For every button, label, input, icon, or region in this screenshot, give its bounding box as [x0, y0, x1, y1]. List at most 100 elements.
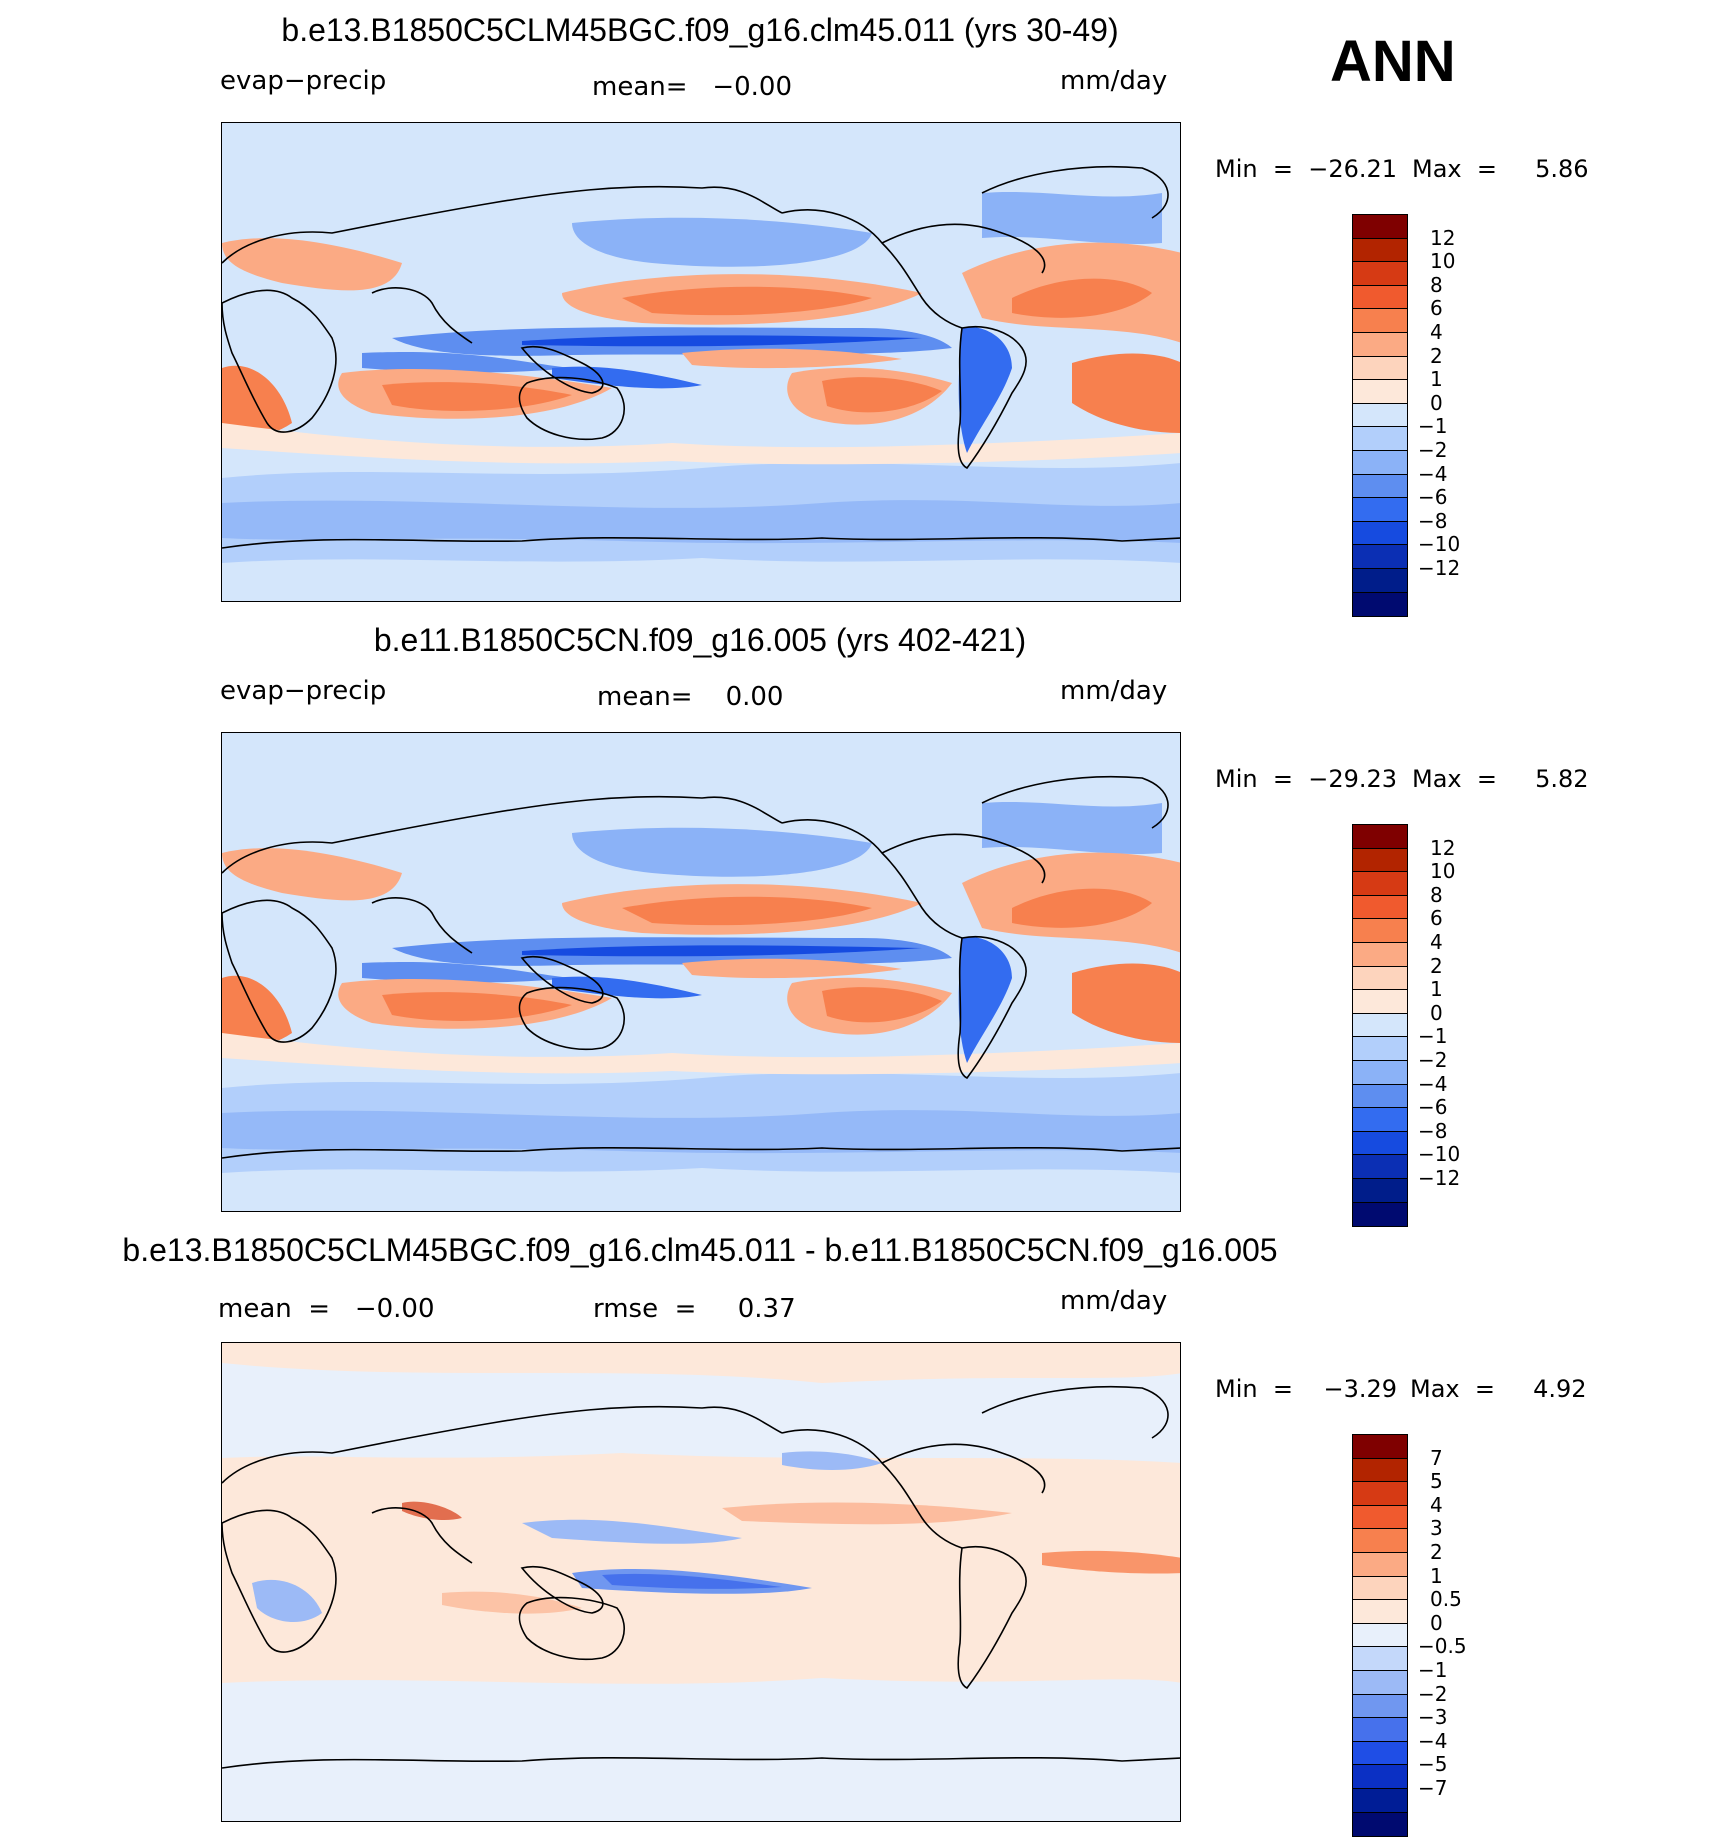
colorbar-tick-label: 7	[1430, 1445, 1443, 1470]
colorbar-swatch	[1353, 1178, 1407, 1203]
colorbar-swatch	[1353, 1458, 1407, 1483]
colorbar-tick-label: −3	[1418, 1705, 1448, 1730]
colorbar-tick-label: −7	[1418, 1776, 1448, 1800]
max-value: Max = 4.92	[1410, 1375, 1587, 1403]
colorbar-swatch	[1353, 568, 1407, 593]
colorbar-tick-label: −2	[1418, 1681, 1448, 1706]
colorbar-swatch	[1353, 1013, 1407, 1038]
mean-label: mean= 0.00	[597, 682, 784, 712]
colorbar-swatch	[1353, 1741, 1407, 1766]
colorbar-tick-label: 4	[1430, 1492, 1443, 1517]
colorbar-swatch	[1353, 521, 1407, 546]
colorbar-tick-label: −4	[1418, 1071, 1448, 1096]
colorbar-tick-label: −6	[1418, 485, 1448, 510]
colorbar-swatch	[1353, 1576, 1407, 1601]
colorbar-swatch	[1353, 498, 1407, 522]
colorbar-swatch	[1353, 966, 1407, 991]
colorbar-swatch	[1353, 1202, 1407, 1227]
colorbar-tick-label: −1	[1418, 1658, 1448, 1682]
rmse-label: rmse = 0.37	[593, 1294, 796, 1324]
colorbar-swatch	[1353, 919, 1407, 943]
colorbar-swatch	[1353, 1435, 1407, 1459]
colorbar-tick-label: 6	[1430, 906, 1443, 931]
colorbar-swatch	[1353, 1037, 1407, 1061]
colorbar-tick-label: 0.5	[1430, 1587, 1462, 1612]
panel-title: b.e13.B1850C5CLM45BGC.f09_g16.clm45.011 …	[281, 12, 1119, 48]
mean-label: mean = −0.00	[218, 1294, 435, 1324]
map-panel	[221, 122, 1181, 602]
colorbar-swatch	[1353, 1647, 1407, 1671]
colorbar-swatch	[1353, 1482, 1407, 1506]
colorbar-tick-label: 10	[1430, 859, 1456, 884]
colorbar-swatch	[1353, 332, 1407, 357]
mean-label: mean= −0.00	[592, 72, 792, 102]
colorbar-tick-label: −2	[1418, 438, 1448, 462]
map-panel	[221, 1342, 1181, 1822]
colorbar-tick-label: −12	[1418, 556, 1461, 580]
colorbar-tick-label: 3	[1430, 1516, 1443, 1541]
colorbar	[1352, 824, 1408, 1228]
min-value: Min = −26.21	[1215, 155, 1398, 183]
colorbar-tick-label: −2	[1418, 1048, 1448, 1072]
colorbar-swatch	[1353, 1812, 1407, 1837]
panel-title: b.e11.B1850C5CN.f09_g16.005 (yrs 402-421…	[373, 622, 1027, 658]
colorbar-tick-label: 1	[1430, 1563, 1443, 1588]
colorbar-swatch	[1353, 1788, 1407, 1813]
colorbar-swatch	[1353, 309, 1407, 333]
colorbar-tick-label: 0	[1430, 1000, 1443, 1025]
colorbar-tick-label: 1	[1430, 977, 1443, 1002]
colorbar-swatch	[1353, 1552, 1407, 1577]
colorbar-tick-label: 10	[1430, 249, 1456, 274]
max-value: Max = 5.82	[1412, 765, 1589, 793]
colorbar-swatch	[1353, 1155, 1407, 1179]
units-label: mm/day	[1060, 1286, 1168, 1316]
colorbar-tick-label: 1	[1430, 367, 1443, 392]
colorbar-tick-label: 4	[1430, 320, 1443, 344]
colorbar-tick-label: −4	[1418, 461, 1448, 486]
colorbar-swatch	[1353, 990, 1407, 1014]
colorbar-tick-label: 5	[1430, 1469, 1443, 1494]
colorbar-tick-label: −12	[1418, 1166, 1461, 1190]
colorbar-swatch	[1353, 403, 1407, 428]
colorbar	[1352, 214, 1408, 618]
colorbar-tick-label: −10	[1418, 532, 1461, 557]
colorbar-tick-label: 4	[1430, 930, 1443, 954]
map-panel	[221, 732, 1181, 1212]
colorbar-tick-label: 8	[1430, 272, 1443, 297]
colorbar-swatch	[1353, 1084, 1407, 1109]
colorbar-tick-label: −1	[1418, 1024, 1448, 1049]
colorbar-tick-label: 2	[1430, 953, 1443, 978]
colorbar-swatch	[1353, 356, 1407, 381]
colorbar-swatch	[1353, 848, 1407, 873]
colorbar-swatch	[1353, 474, 1407, 499]
colorbar-swatch	[1353, 1060, 1407, 1085]
colorbar-swatch	[1353, 872, 1407, 896]
colorbar-swatch	[1353, 1694, 1407, 1719]
colorbar-swatch	[1353, 1505, 1407, 1530]
units-label: mm/day	[1060, 66, 1168, 96]
colorbar-swatch	[1353, 592, 1407, 617]
colorbar-tick-label: 12	[1430, 835, 1456, 860]
colorbar-tick-label: −8	[1418, 508, 1448, 533]
panel-title: b.e13.B1850C5CLM45BGC.f09_g16.clm45.011 …	[122, 1232, 1278, 1268]
season-label: ANN	[1330, 29, 1456, 94]
colorbar-swatch	[1353, 1131, 1407, 1156]
colorbar-swatch	[1353, 215, 1407, 239]
max-value: Max = 5.86	[1412, 155, 1589, 183]
colorbar	[1352, 1434, 1408, 1837]
units-label: mm/day	[1060, 676, 1168, 706]
colorbar-tick-label: −10	[1418, 1142, 1461, 1167]
colorbar-tick-label: 0	[1430, 390, 1443, 415]
colorbar-tick-label: 2	[1430, 1540, 1443, 1564]
colorbar-swatch	[1353, 427, 1407, 451]
colorbar-tick-label: −6	[1418, 1095, 1448, 1120]
colorbar-swatch	[1353, 1670, 1407, 1695]
colorbar-tick-label: −5	[1418, 1752, 1448, 1777]
colorbar-tick-label: −0.5	[1418, 1634, 1467, 1659]
colorbar-swatch	[1353, 1718, 1407, 1742]
variable-label: evap−precip	[220, 66, 387, 96]
colorbar-swatch	[1353, 1108, 1407, 1132]
colorbar-tick-label: 12	[1430, 225, 1456, 250]
colorbar-tick-label: 0	[1430, 1610, 1443, 1635]
colorbar-tick-label: 6	[1430, 296, 1443, 321]
